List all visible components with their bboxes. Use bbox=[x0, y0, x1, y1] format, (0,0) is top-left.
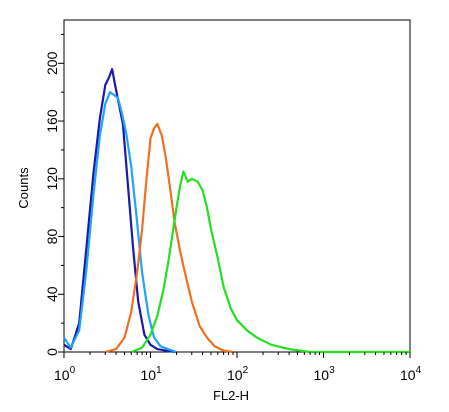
x-tick-label: 100 bbox=[54, 365, 76, 383]
series-line-2 bbox=[63, 91, 177, 354]
plot-frame bbox=[63, 19, 411, 353]
y-tick-label: 120 bbox=[44, 167, 60, 191]
series-line-1 bbox=[63, 67, 177, 354]
series-line-3 bbox=[105, 122, 234, 354]
y-tick-label: 0 bbox=[44, 348, 60, 356]
y-tick-label: 40 bbox=[44, 286, 60, 302]
y-tick-label: 200 bbox=[44, 51, 60, 75]
x-tick-label: 102 bbox=[227, 365, 249, 383]
x-axis: 100 101 102 103 104 bbox=[54, 352, 422, 383]
x-tick-label: 103 bbox=[314, 365, 336, 383]
y-axis-title: Counts bbox=[16, 167, 31, 209]
y-tick-label: 80 bbox=[44, 229, 60, 245]
y-tick-label: 160 bbox=[44, 109, 60, 133]
x-tick-label: 104 bbox=[400, 365, 422, 383]
series-line-4 bbox=[130, 170, 410, 354]
x-tick-label: 101 bbox=[141, 365, 163, 383]
series-layer bbox=[63, 67, 410, 354]
plot-border bbox=[63, 19, 411, 353]
y-axis: 0 40 80 120 160 200 bbox=[44, 33, 64, 356]
x-axis-title: FL2-H bbox=[213, 388, 249, 403]
